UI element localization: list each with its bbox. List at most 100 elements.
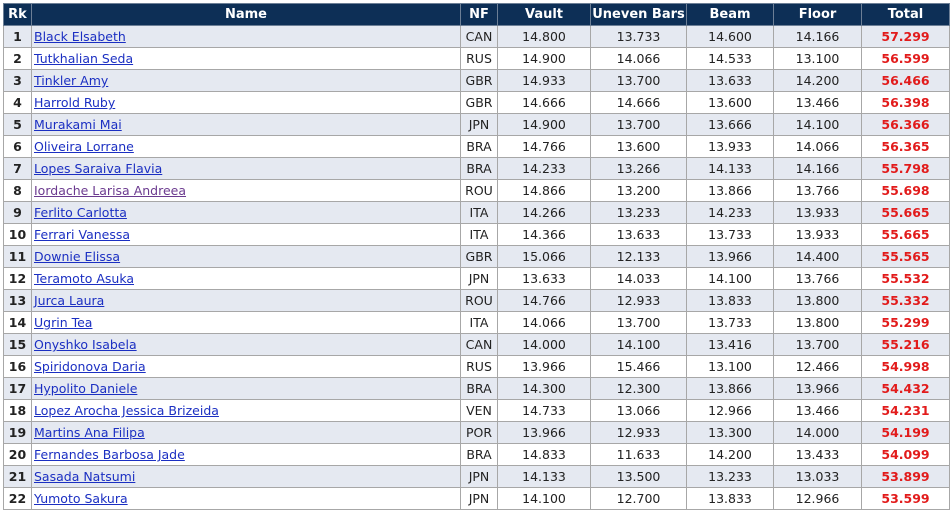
bars-cell: 14.066 bbox=[590, 47, 687, 70]
column-header: Floor bbox=[773, 3, 862, 26]
gymnast-link[interactable]: Tutkhalian Seda bbox=[34, 51, 134, 66]
column-header: NF bbox=[460, 3, 498, 26]
bars-cell: 14.100 bbox=[590, 333, 687, 356]
gymnast-link[interactable]: Martins Ana Filipa bbox=[34, 425, 145, 440]
vault-cell: 14.000 bbox=[497, 333, 591, 356]
table-row: 9 Ferlito Carlotta ITA 14.266 13.233 14.233 13… bbox=[3, 201, 950, 224]
gymnast-link[interactable]: Jurca Laura bbox=[34, 293, 105, 308]
gymnast-link[interactable]: Spiridonova Daria bbox=[34, 359, 146, 374]
beam-cell: 13.416 bbox=[686, 333, 774, 356]
vault-cell: 13.966 bbox=[497, 355, 591, 378]
bars-cell: 13.633 bbox=[590, 223, 687, 246]
floor-cell: 13.033 bbox=[773, 465, 862, 488]
vault-cell: 14.733 bbox=[497, 399, 591, 422]
bars-cell: 13.700 bbox=[590, 311, 687, 334]
beam-cell: 14.100 bbox=[686, 267, 774, 290]
vault-cell: 15.066 bbox=[497, 245, 591, 268]
gymnast-link[interactable]: Lopez Arocha Jessica Brizeida bbox=[34, 403, 219, 418]
bars-cell: 12.700 bbox=[590, 487, 687, 510]
vault-cell: 14.100 bbox=[497, 487, 591, 510]
gymnast-link[interactable]: Downie Elissa bbox=[34, 249, 121, 264]
nf-cell: BRA bbox=[460, 135, 498, 158]
gymnast-link[interactable]: Lopes Saraiva Flavia bbox=[34, 161, 163, 176]
vault-cell: 13.966 bbox=[497, 421, 591, 444]
table-row: 20 Fernandes Barbosa Jade BRA 14.833 11.633 1… bbox=[3, 443, 950, 466]
vault-cell: 14.366 bbox=[497, 223, 591, 246]
bars-cell: 13.233 bbox=[590, 201, 687, 224]
gymnast-link[interactable]: Iordache Larisa Andreea bbox=[34, 183, 187, 198]
gymnast-link[interactable]: Teramoto Asuka bbox=[34, 271, 135, 286]
table-row: 13 Jurca Laura ROU 14.766 12.933 13.833 13.800… bbox=[3, 289, 950, 312]
rk-cell: 15 bbox=[3, 333, 32, 356]
floor-cell: 13.800 bbox=[773, 289, 862, 312]
name-cell: Oliveira Lorrane bbox=[31, 135, 461, 158]
table-row: 16 Spiridonova Daria RUS 13.966 15.466 13.100… bbox=[3, 355, 950, 378]
nf-cell: BRA bbox=[460, 443, 498, 466]
beam-cell: 13.966 bbox=[686, 245, 774, 268]
rk-cell: 9 bbox=[3, 201, 32, 224]
rk-cell: 20 bbox=[3, 443, 32, 466]
column-header: Uneven Bars bbox=[590, 3, 687, 26]
total-cell: 54.998 bbox=[861, 355, 950, 378]
table-body: 1 Black Elsabeth CAN 14.800 13.733 14.600 14.1… bbox=[3, 25, 950, 510]
vault-cell: 14.766 bbox=[497, 135, 591, 158]
table-row: 6 Oliveira Lorrane BRA 14.766 13.600 13.933 14… bbox=[3, 135, 950, 158]
nf-cell: POR bbox=[460, 421, 498, 444]
beam-cell: 14.233 bbox=[686, 201, 774, 224]
rk-cell: 19 bbox=[3, 421, 32, 444]
floor-cell: 14.400 bbox=[773, 245, 862, 268]
total-cell: 55.532 bbox=[861, 267, 950, 290]
nf-cell: CAN bbox=[460, 333, 498, 356]
floor-cell: 14.166 bbox=[773, 157, 862, 180]
gymnast-link[interactable]: Ferrari Vanessa bbox=[34, 227, 131, 242]
name-cell: Martins Ana Filipa bbox=[31, 421, 461, 444]
bars-cell: 11.633 bbox=[590, 443, 687, 466]
gymnast-link[interactable]: Fernandes Barbosa Jade bbox=[34, 447, 185, 462]
nf-cell: JPN bbox=[460, 487, 498, 510]
rk-cell: 12 bbox=[3, 267, 32, 290]
gymnast-link[interactable]: Hypolito Daniele bbox=[34, 381, 138, 396]
beam-cell: 13.600 bbox=[686, 91, 774, 114]
gymnast-link[interactable]: Black Elsabeth bbox=[34, 29, 126, 44]
nf-cell: BRA bbox=[460, 157, 498, 180]
name-cell: Hypolito Daniele bbox=[31, 377, 461, 400]
rk-cell: 6 bbox=[3, 135, 32, 158]
nf-cell: RUS bbox=[460, 355, 498, 378]
gymnast-link[interactable]: Ugrin Tea bbox=[34, 315, 93, 330]
gymnast-link[interactable]: Yumoto Sakura bbox=[34, 491, 128, 506]
total-cell: 54.432 bbox=[861, 377, 950, 400]
gymnast-link[interactable]: Onyshko Isabela bbox=[34, 337, 137, 352]
column-header: Vault bbox=[497, 3, 591, 26]
name-cell: Tinkler Amy bbox=[31, 69, 461, 92]
floor-cell: 13.700 bbox=[773, 333, 862, 356]
vault-cell: 14.766 bbox=[497, 289, 591, 312]
rk-cell: 11 bbox=[3, 245, 32, 268]
rk-cell: 7 bbox=[3, 157, 32, 180]
name-cell: Ferlito Carlotta bbox=[31, 201, 461, 224]
column-header: Total bbox=[861, 3, 950, 26]
gymnast-link[interactable]: Harrold Ruby bbox=[34, 95, 116, 110]
gymnast-link[interactable]: Sasada Natsumi bbox=[34, 469, 136, 484]
total-cell: 56.398 bbox=[861, 91, 950, 114]
vault-cell: 14.866 bbox=[497, 179, 591, 202]
vault-cell: 13.633 bbox=[497, 267, 591, 290]
nf-cell: BRA bbox=[460, 377, 498, 400]
name-cell: Harrold Ruby bbox=[31, 91, 461, 114]
total-cell: 55.332 bbox=[861, 289, 950, 312]
total-cell: 54.099 bbox=[861, 443, 950, 466]
total-cell: 55.216 bbox=[861, 333, 950, 356]
beam-cell: 13.866 bbox=[686, 179, 774, 202]
gymnast-link[interactable]: Oliveira Lorrane bbox=[34, 139, 134, 154]
total-cell: 56.599 bbox=[861, 47, 950, 70]
gymnast-link[interactable]: Ferlito Carlotta bbox=[34, 205, 127, 220]
rk-cell: 21 bbox=[3, 465, 32, 488]
gymnast-link[interactable]: Murakami Mai bbox=[34, 117, 122, 132]
rk-cell: 10 bbox=[3, 223, 32, 246]
gymnast-link[interactable]: Tinkler Amy bbox=[34, 73, 109, 88]
vault-cell: 14.933 bbox=[497, 69, 591, 92]
table-row: 1 Black Elsabeth CAN 14.800 13.733 14.600 14.1… bbox=[3, 25, 950, 48]
floor-cell: 13.766 bbox=[773, 179, 862, 202]
floor-cell: 13.766 bbox=[773, 267, 862, 290]
bars-cell: 13.700 bbox=[590, 113, 687, 136]
